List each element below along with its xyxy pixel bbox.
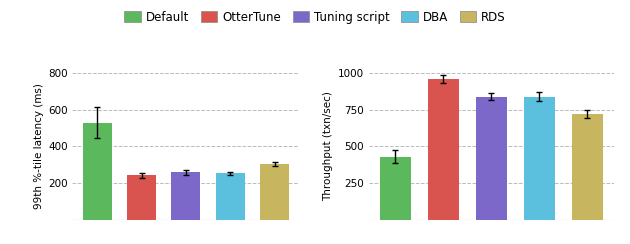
- Bar: [127, 175, 156, 220]
- Bar: [216, 173, 244, 220]
- Bar: [428, 79, 459, 220]
- Y-axis label: Throughput (txn/sec): Throughput (txn/sec): [323, 92, 333, 201]
- Bar: [260, 164, 289, 220]
- Bar: [83, 123, 112, 220]
- Bar: [524, 97, 555, 220]
- Bar: [380, 157, 411, 220]
- Bar: [476, 97, 507, 220]
- Bar: [572, 114, 603, 220]
- Y-axis label: 99th %-tile latency (ms): 99th %-tile latency (ms): [34, 83, 44, 209]
- Legend: Default, OtterTune, Tuning script, DBA, RDS: Default, OtterTune, Tuning script, DBA, …: [120, 6, 510, 28]
- Bar: [171, 172, 200, 220]
